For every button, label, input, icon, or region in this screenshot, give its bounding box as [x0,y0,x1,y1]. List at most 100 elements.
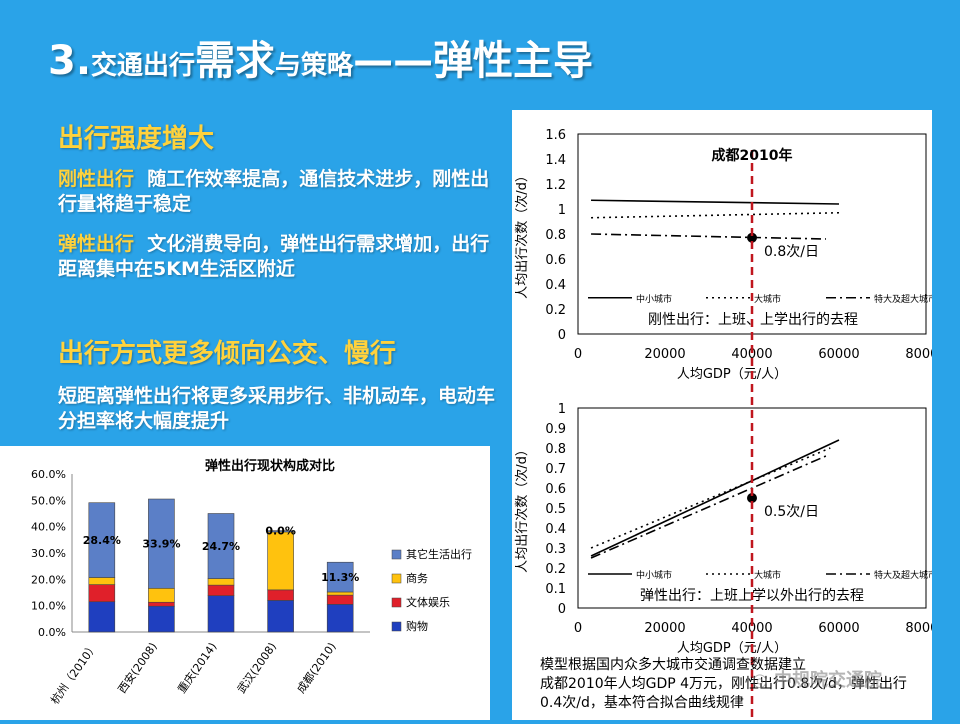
bar-segment [88,601,116,633]
elastic-trip-text: 文化消费导向，弹性出行需求增加，出行距离集中在5KM生活区附近 [58,233,490,280]
bar-segment [326,604,354,633]
x-tick-label: 60000 [818,621,859,636]
bar-segment [326,594,354,605]
point-label: 0.8次/日 [764,244,819,260]
y-tick-label: 0.6 [545,482,566,497]
bar-segment [207,513,235,579]
bar-segment [207,595,235,633]
y-tick-label: 0.4 [545,278,566,293]
bar-data-label: 11.3% [321,571,359,584]
caption-bg [642,308,900,330]
series-line [591,233,826,240]
y-tick-label: 0.6 [545,253,566,268]
line-charts-panel: 0 0.2 0.4 0.6 0.8 1 1.2 1.4 1.6 0 20000 40000 60000 8… [512,110,947,720]
y-tick-label: 20.0% [31,573,66,586]
y-tick-label: 10.0% [31,600,66,613]
x-tick-label: 重庆(2014) [174,640,219,696]
y-axis-label: 人均出行次数（次/d） [514,443,530,573]
x-tick-label: 杭州（2010） [47,640,100,707]
y-tick-label: 0.2 [545,562,566,577]
series-line [590,455,827,559]
elastic-trip-paragraph: 弹性出行 文化消费导向，弹性出行需求增加，出行距离集中在5KM生活区附近 [58,232,498,282]
y-tick-label: 0.1 [545,582,566,597]
bar-chart-title: 弹性出行现状构成对比 [205,458,335,474]
section1-heading: 出行强度增大 [58,124,215,154]
chengdu-annotation: 成都2010年 [712,147,793,164]
title-number: 3. [48,38,92,84]
y-tick-label: 0 [558,602,566,617]
bar-segment [267,530,294,533]
legend-label: 其它生活出行 [406,547,472,561]
data-point [747,493,757,503]
y-tick-label: 1.6 [545,128,566,143]
bar-segment [148,498,175,589]
series-line [590,439,840,557]
bar-segment [267,600,294,633]
point-label: 0.5次/日 [764,504,819,520]
y-tick-label: 0.7 [545,462,566,477]
watermark: ◎ 中规院交通院 [752,670,882,691]
rigid-trip-paragraph: 刚性出行 随工作效率提高，通信技术进步，刚性出行量将趋于稳定 [58,167,498,217]
x-tick-label: 20000 [644,347,685,362]
x-tick-label: 20000 [644,621,685,636]
section2-text: 短距离弹性出行将更多采用步行、非机动车，电动车分担率将大幅度提升 [58,385,496,432]
legend-swatch [391,597,402,608]
footnote: 模型根据国内众多大城市交通调查数据建立 成都2010年人均GDP 4万元，刚性出… [540,656,925,713]
bar-segment [88,584,116,603]
legend-label: 中小城市 [636,569,672,581]
elastic-trip-keyword: 弹性出行 [58,233,135,255]
bar-segment [267,589,294,601]
y-axis-label: 人均出行次数（次/d） [514,169,530,299]
bar-data-label: 0.0% [265,525,296,538]
x-tick-label: 40000 [731,347,772,362]
x-tick-label: 成都(2010) [294,640,338,695]
caption-bg [634,584,896,606]
legend-label: 大城市 [754,569,781,581]
bar-data-label: 28.4% [83,534,121,547]
legend-swatch [391,621,402,632]
legend-label: 特大及超大城市 [874,569,932,581]
y-tick-label: 0.8 [545,442,566,457]
y-tick-label: 40.0% [31,521,66,534]
x-tick-label: 40000 [731,621,772,636]
y-tick-label: 1.4 [545,153,566,168]
x-axis-label: 人均GDP（元/人） [677,641,787,656]
y-tick-label: 0.2 [545,303,566,318]
x-tick-label: 60000 [818,347,859,362]
footnote-line1: 模型根据国内众多大城市交通调查数据建立 [540,657,806,673]
legend-label: 商务 [406,571,428,585]
y-tick-label: 0.3 [545,542,566,557]
y-tick-label: 1.2 [545,178,566,193]
series-line [591,211,840,219]
bar-segment [267,531,294,591]
y-tick-label: 0.4 [545,522,566,537]
section2-heading: 出行方式更多倾向公交、慢行 [58,339,397,369]
y-tick-label: 0.0% [38,626,66,639]
legend-label: 大城市 [754,293,781,305]
rigid-trip-text: 随工作效率提高，通信技术进步，刚性出行量将趋于稳定 [58,168,490,215]
bar-data-label: 33.9% [142,538,180,551]
series-line [591,199,840,205]
x-tick-label: 80000 [905,621,932,636]
legend-label: 中小城市 [636,293,672,305]
y-tick-label: 0 [558,328,566,343]
data-point [747,232,757,243]
legend-swatch [391,549,402,560]
bar-segment [207,584,235,596]
x-tick-label: 西安(2008) [115,640,160,696]
bar-data-label: 24.7% [202,540,240,553]
wechat-icon: ◎ [752,670,768,691]
page-title: 3.交通出行需求与策略——弹性主导 [48,38,594,84]
x-axis-label: 人均GDP（元/人） [677,367,787,382]
bar-chart-panel: 弹性出行现状构成对比 0.0% 10.0% 20.0% 30.0% 40.0% 50.0%… [0,446,490,720]
footnote-line2: 成都2010年人均GDP 4万元，刚性出行0.8次/d，弹性出行0.4次/d，基… [540,676,907,711]
bar-segment [88,502,116,578]
x-tick-label: 武汉(2008) [235,640,279,695]
bar-segment [148,601,175,607]
legend-swatch [391,573,402,584]
bar-segment [148,587,175,603]
y-tick-label: 0.9 [545,422,566,437]
bar-chart: 弹性出行现状构成对比 0.0% 10.0% 20.0% 30.0% 40.0% 50.0%… [31,458,472,707]
bar-segment [207,578,235,586]
bar-segment [148,605,175,633]
